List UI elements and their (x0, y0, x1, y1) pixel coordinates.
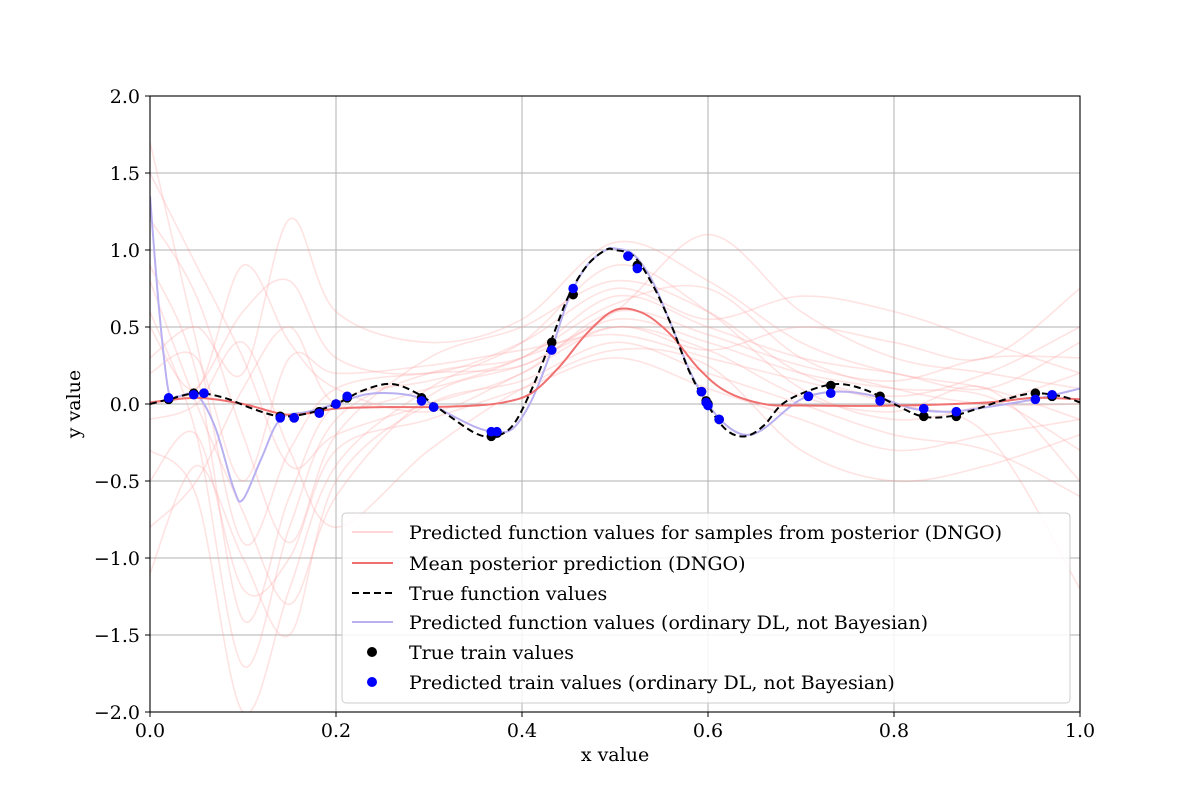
posterior-sample-line (150, 284, 1080, 528)
posterior-sample-line (150, 217, 1080, 421)
pred-train-point (492, 426, 502, 437)
legend-label-samples: Predicted function values for samples fr… (409, 522, 1002, 544)
y-tick-label: −0.5 (94, 471, 140, 493)
y-tick-label: −1.5 (94, 625, 140, 647)
pred-train-point (416, 396, 427, 406)
posterior-sample-line (150, 341, 1080, 638)
posterior-sample-line (150, 142, 1080, 546)
posterior-sample-line (150, 218, 1080, 544)
pred-train-point (951, 406, 962, 417)
true-train-point (825, 380, 836, 391)
plot-area (150, 142, 1080, 712)
pred-train-point (331, 399, 341, 409)
legend: Predicted function values for samples fr… (341, 512, 1071, 704)
pred-train-point (546, 345, 557, 355)
posterior-sample-line (150, 264, 1080, 712)
pred-train-point (428, 402, 439, 412)
y-tick-label: −1.0 (94, 548, 140, 570)
ticks: 0.0 0.2 0.4 0.6 0.8 1.0 2.0 1.5 1.0 0.5 0.0 −0.5 −1.… (94, 86, 1095, 742)
pred-train-point (918, 403, 929, 414)
pred-train-point (289, 413, 299, 423)
posterior-sample-line (150, 172, 1080, 470)
x-axis-label: x value (581, 744, 649, 766)
x-tick-label: 0.2 (321, 720, 351, 742)
pred-train-point (623, 251, 633, 261)
y-tick-label: 2.0 (110, 86, 140, 108)
mean-posterior-line (150, 307, 1080, 416)
pred-train-point (1047, 389, 1057, 400)
x-tick-label: 0.0 (135, 720, 165, 742)
legend-label-mean: Mean posterior prediction (DNGO) (409, 553, 746, 575)
legend-box (341, 512, 1071, 704)
posterior-sample-line (150, 333, 1080, 590)
y-tick-label: 0.0 (110, 394, 140, 416)
posterior-sample-line (150, 280, 1080, 605)
posterior-sample-line (150, 233, 1080, 669)
legend-label-pred-train: Predicted train values (ordinary DL, not… (409, 672, 895, 694)
pred-train-point (568, 283, 578, 294)
y-tick-label: −2.0 (94, 702, 140, 724)
posterior-sample-line (150, 341, 1080, 529)
legend-label-true-train: True train values (409, 642, 574, 664)
legend-label-dl: Predicted function values (ordinary DL, … (409, 612, 928, 634)
true-train-point (546, 337, 557, 348)
x-tick-label: 0.8 (879, 720, 909, 742)
y-tick-label: 1.0 (110, 240, 140, 262)
y-tick-label: 1.5 (110, 163, 140, 185)
pred-train-point (163, 393, 174, 403)
pred-train-point (188, 389, 199, 400)
x-tick-label: 0.4 (507, 720, 537, 742)
pred-train-point (275, 413, 286, 423)
pred-train-point (314, 408, 325, 419)
pred-train-point (199, 388, 209, 399)
x-tick-label: 0.6 (693, 720, 723, 742)
pred-train-point (342, 391, 352, 402)
pred-train-point (632, 263, 643, 274)
x-tick-label: 1.0 (1065, 720, 1095, 742)
pred-train-point (696, 386, 707, 397)
pred-train-point (875, 396, 885, 406)
legend-label-true: True function values (409, 583, 607, 605)
pred-train-point (703, 400, 713, 411)
pred-train-point (1030, 394, 1041, 405)
posterior-sample-line (150, 356, 1080, 597)
pred-train-point (803, 391, 814, 402)
posterior-sample-line (150, 278, 1080, 405)
pred-train-point (714, 414, 724, 425)
posterior-sample-line (150, 264, 1080, 413)
posterior-sample-line (150, 265, 1080, 623)
true-train-point (918, 411, 929, 422)
y-axis-label: y value (63, 370, 85, 439)
pred-train-point (825, 388, 836, 399)
legend-swatch-true-train (367, 647, 377, 657)
y-tick-label: 0.5 (110, 317, 140, 339)
legend-swatch-pred-train (367, 677, 377, 687)
